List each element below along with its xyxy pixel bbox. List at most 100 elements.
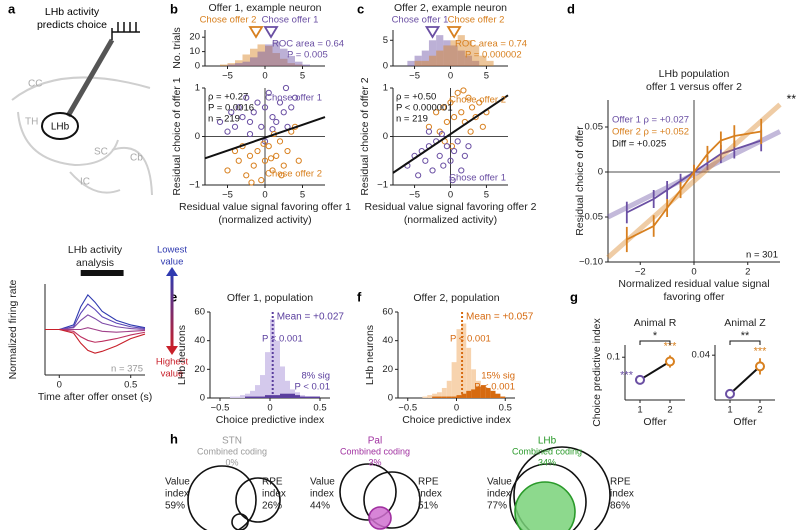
series-line [729,365,761,395]
bracket [639,340,671,345]
x-tick-label: 2 [757,405,762,416]
hist-bar [490,390,496,398]
region-label: TH [25,117,38,128]
x-axis-label: favoring offer [663,291,725,303]
hist-bar [250,48,258,66]
hist-bar [280,366,285,398]
point [440,104,447,111]
x-axis-label: (normalized activity) [218,214,311,226]
legend-label: Chose offer 1 [392,15,449,26]
venn-circle [363,471,421,529]
x-tick-label: −0.5 [398,403,417,414]
point [261,104,269,111]
x-tick-label: 0 [57,380,62,391]
hist-bar [250,390,255,398]
annotation: P < 0.001 [450,334,491,345]
hist-bar [446,380,452,398]
y-tick-label: −1 [189,180,200,191]
hist-bar [466,347,472,398]
brain-outline [11,76,151,101]
annotation: 15% sig [481,371,515,382]
y-tick-label: 1 [383,83,388,94]
point [216,118,224,126]
chart-title: Offer 1, example neuron [208,2,321,14]
point [635,374,645,385]
combined-value: 0% [225,457,238,467]
hist-bar [310,396,315,398]
legend-label: Chose offer 2 [200,15,257,26]
annotation: n = 301 [746,250,778,261]
hist-bar [272,53,280,66]
y-tick-label: 0 [195,131,200,142]
y-axis-label: Choice predictive index [591,317,603,426]
point [460,87,467,94]
x-axis-label: Offer [733,416,757,428]
panel-letter: g [570,289,578,304]
chart-title: Animal Z [724,317,766,329]
y-axis-label: No. trials [171,27,183,68]
annotation: P = 0.005 [287,50,328,61]
hist-bar [456,395,462,398]
hist-bar [287,55,295,66]
chart-title: LHb population [659,68,730,80]
point [269,114,276,121]
y-tick-label: 1 [195,83,200,94]
analysis-window [80,270,124,276]
hist-bar [220,64,228,66]
point [665,356,675,367]
panel-letter: c [357,1,364,16]
point [443,143,451,150]
point [468,104,476,111]
hist-bar [414,60,422,66]
annotation: ρ = +0.27 [208,92,248,103]
hist-bar [446,396,452,398]
venn-circle [339,463,397,521]
legend-label: Chose offer 2 [265,169,322,180]
arrow-head [166,346,178,355]
hist-bar [272,41,280,66]
legend-label: Offer 2 ρ = +0.052 [612,127,689,138]
point [422,157,429,164]
hist-bar [421,60,429,66]
hist-bar [295,395,300,398]
annotation: P < 0.000001 [396,103,453,114]
legend-label: Chose offer 1 [449,173,506,184]
hist-bar [443,40,451,66]
y-tick-label: 0.1 [607,352,620,363]
point [243,172,250,179]
combined-value: 3% [368,457,381,467]
annotation: ROC area = 0.74 [455,39,527,50]
panel-letter: b [170,1,178,16]
point [415,172,422,179]
point [235,157,242,164]
hist-bar [472,60,480,66]
point [246,118,254,126]
hist-bar [476,386,481,398]
y-axis-label: Residual choice of offer 2 [359,77,371,195]
rpe-label: index [418,489,442,500]
point [280,162,287,169]
hist-bar [270,319,275,398]
point [443,118,451,126]
diagram-title: LHb activity [45,6,100,18]
hist-bar [414,55,422,66]
diagram-title: predicts choice [37,19,107,31]
annotation: Lowest [157,245,187,256]
hist-bar [437,396,442,398]
hist-bar [422,396,428,398]
hist-bar [227,64,235,66]
y-tick-label: −0.10 [579,257,603,268]
point [476,99,483,106]
rpe-label: RPE [610,477,631,488]
point [454,138,461,145]
x-tick-label: −2 [635,267,646,278]
point [479,123,486,130]
hist-bar [265,45,273,66]
annotation: Highest [156,357,189,368]
hist-bar [428,40,437,66]
y-tick-label: −0.05 [579,212,603,223]
point [248,179,255,186]
hist-bar [457,35,465,66]
annotation: ** [787,92,797,106]
